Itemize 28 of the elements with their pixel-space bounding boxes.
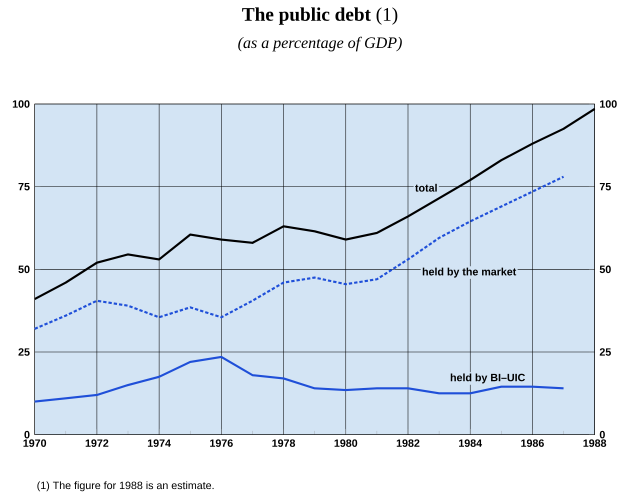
- x-tick-label: 1970: [23, 439, 46, 447]
- y-tick-label: 25: [18, 348, 30, 356]
- x-tick-label: 1986: [521, 439, 544, 447]
- series-label: held by the market: [422, 268, 516, 278]
- y2-tick-label: 75: [600, 182, 611, 190]
- line-series: [34, 356, 565, 403]
- chart-subtitle: (as a percentage of GDP): [238, 36, 402, 52]
- y-tick-label: 100: [12, 100, 30, 108]
- x-tick-label: 1972: [86, 439, 108, 447]
- y2-tick-label: 0: [600, 430, 605, 438]
- x-tick-label: 1984: [459, 439, 482, 447]
- x-tick-label: 1980: [334, 439, 358, 447]
- series-label: held by BI–UIC: [450, 373, 526, 384]
- series-label: total: [415, 184, 437, 192]
- x-tick-label: 1982: [396, 439, 420, 447]
- x-tick-label: 1976: [210, 439, 233, 447]
- y2-tick-label: 25: [600, 348, 611, 356]
- y-tick-label: 0: [24, 430, 30, 438]
- chart-title: The public debt (1): [242, 7, 398, 25]
- y-tick-label: 75: [18, 182, 30, 190]
- text: (1) The figure for 1988 is an estimate.: [37, 481, 214, 492]
- y2-tick-label: 100: [600, 100, 617, 108]
- x-tick-label: 1988: [583, 439, 606, 447]
- line-series: [34, 176, 565, 330]
- y-tick-label: 50: [18, 266, 30, 274]
- x-tick-label: 1974: [148, 439, 171, 447]
- x-tick-label: 1978: [272, 439, 296, 447]
- y2-tick-label: 50: [600, 266, 611, 274]
